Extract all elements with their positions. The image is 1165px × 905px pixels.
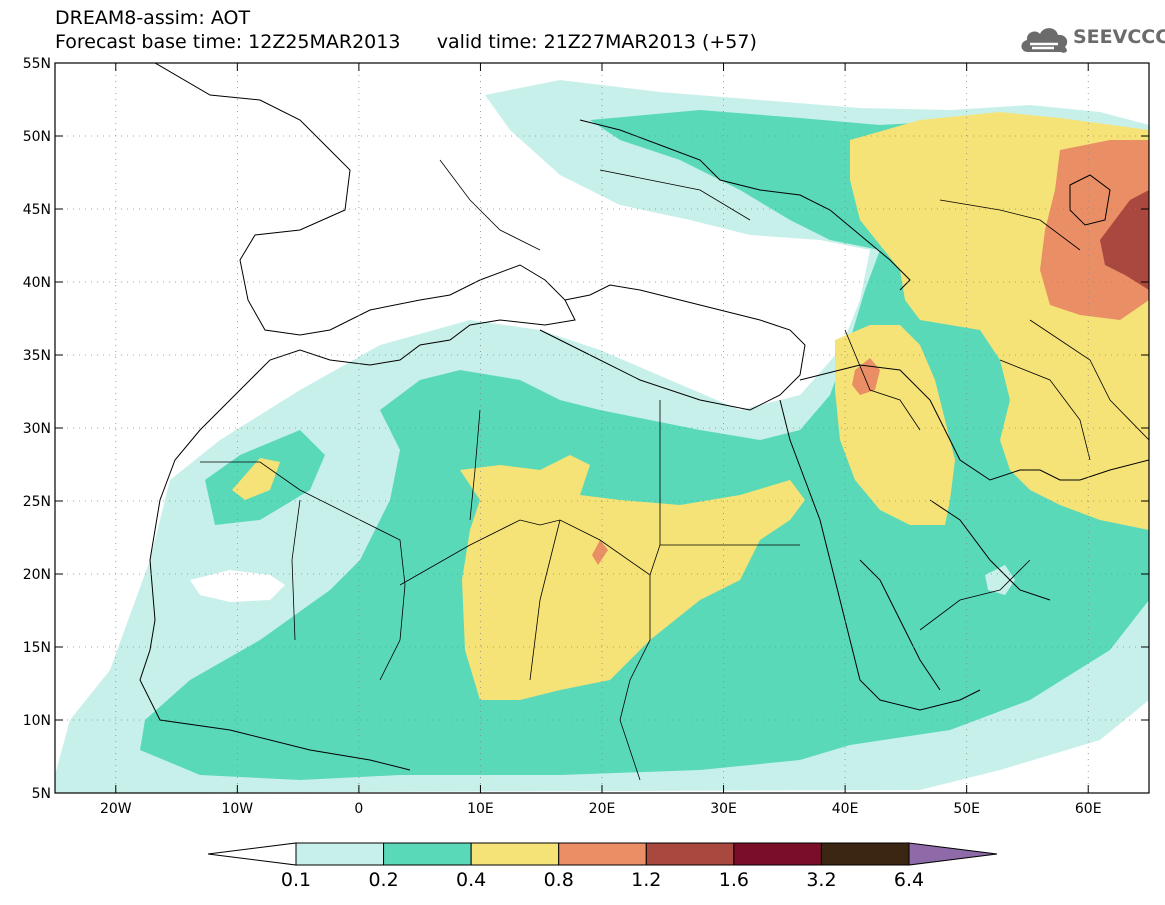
colorbar-label: 1.2 bbox=[631, 869, 661, 891]
lon-tick-label: 40E bbox=[832, 801, 859, 817]
valid-time: valid time: 21Z27MAR2013 (+57) bbox=[436, 31, 757, 53]
colorbar-under-triangle bbox=[207, 842, 297, 866]
aot-field bbox=[55, 63, 1149, 793]
colorbar-label: 6.4 bbox=[894, 869, 924, 891]
colorbar-swatch bbox=[383, 842, 472, 866]
logo-text: SEEVCCC bbox=[1073, 26, 1165, 48]
colorbar-swatch bbox=[733, 842, 822, 866]
aot-contour-1.2 bbox=[1100, 190, 1149, 290]
lon-tick-labels: 20W 10W 0 10E 20E 30E 40E 50E 60E bbox=[100, 801, 1102, 817]
colorbar-label: 1.6 bbox=[719, 869, 749, 891]
base-time: Forecast base time: 12Z25MAR2013 bbox=[55, 31, 401, 53]
lat-tick-label: 5N bbox=[32, 786, 51, 802]
colorbar-label: 0.1 bbox=[281, 869, 311, 891]
lat-tick-label: 10N bbox=[23, 713, 51, 729]
lat-tick-label: 15N bbox=[23, 640, 51, 656]
colorbar-swatch bbox=[558, 842, 647, 866]
colorbar-label: 0.8 bbox=[544, 869, 574, 891]
lat-tick-label: 55N bbox=[23, 56, 51, 72]
colorbar-swatch bbox=[820, 842, 910, 866]
colorbar-swatch bbox=[645, 842, 735, 866]
lon-tick-label: 30E bbox=[710, 801, 737, 817]
lon-tick-label: 0 bbox=[354, 801, 363, 817]
colorbar-swatch bbox=[470, 842, 560, 866]
colorbar-label: 0.4 bbox=[456, 869, 486, 891]
lon-tick-label: 10W bbox=[221, 801, 253, 817]
coastlines bbox=[139, 63, 1149, 771]
lat-tick-label: 50N bbox=[23, 129, 51, 145]
lat-tick-label: 25N bbox=[23, 494, 51, 510]
lon-tick-label: 60E bbox=[1075, 801, 1102, 817]
cloud-icon bbox=[1021, 28, 1068, 53]
colorbar-label: 3.2 bbox=[806, 869, 836, 891]
lon-tick-label: 10E bbox=[467, 801, 494, 817]
map-title: DREAM8-assim: AOT Forecast base time: 12… bbox=[55, 6, 757, 54]
time-info: Forecast base time: 12Z25MAR2013 valid t… bbox=[55, 30, 757, 54]
colorbar-over-triangle bbox=[908, 842, 998, 866]
colorbar-label: 0.2 bbox=[368, 869, 398, 891]
aot-colorbar: 0.1 0.2 0.4 0.8 1.2 1.6 3.2 6.4 bbox=[207, 842, 998, 891]
aot-contour-0.8 bbox=[1040, 140, 1149, 320]
lat-tick-label: 35N bbox=[23, 348, 51, 364]
lat-tick-label: 20N bbox=[23, 567, 51, 583]
axis-ticks bbox=[55, 62, 1149, 794]
lat-tick-label: 45N bbox=[23, 202, 51, 218]
lon-tick-label: 20E bbox=[589, 801, 616, 817]
lat-tick-label: 40N bbox=[23, 275, 51, 291]
lon-tick-label: 50E bbox=[953, 801, 980, 817]
lat-tick-labels: 55N 50N 45N 40N 35N 30N 25N 20N 15N 10N 5N bbox=[23, 56, 51, 802]
lat-tick-label: 30N bbox=[23, 421, 51, 437]
country-borders bbox=[200, 159, 1149, 781]
aot-contour-0.4 bbox=[460, 455, 805, 700]
colorbar-swatch bbox=[295, 842, 385, 866]
seevccc-logo: SEEVCCC bbox=[1018, 20, 1165, 56]
lon-tick-label: 20W bbox=[100, 801, 132, 817]
product-title: DREAM8-assim: AOT bbox=[55, 7, 251, 29]
